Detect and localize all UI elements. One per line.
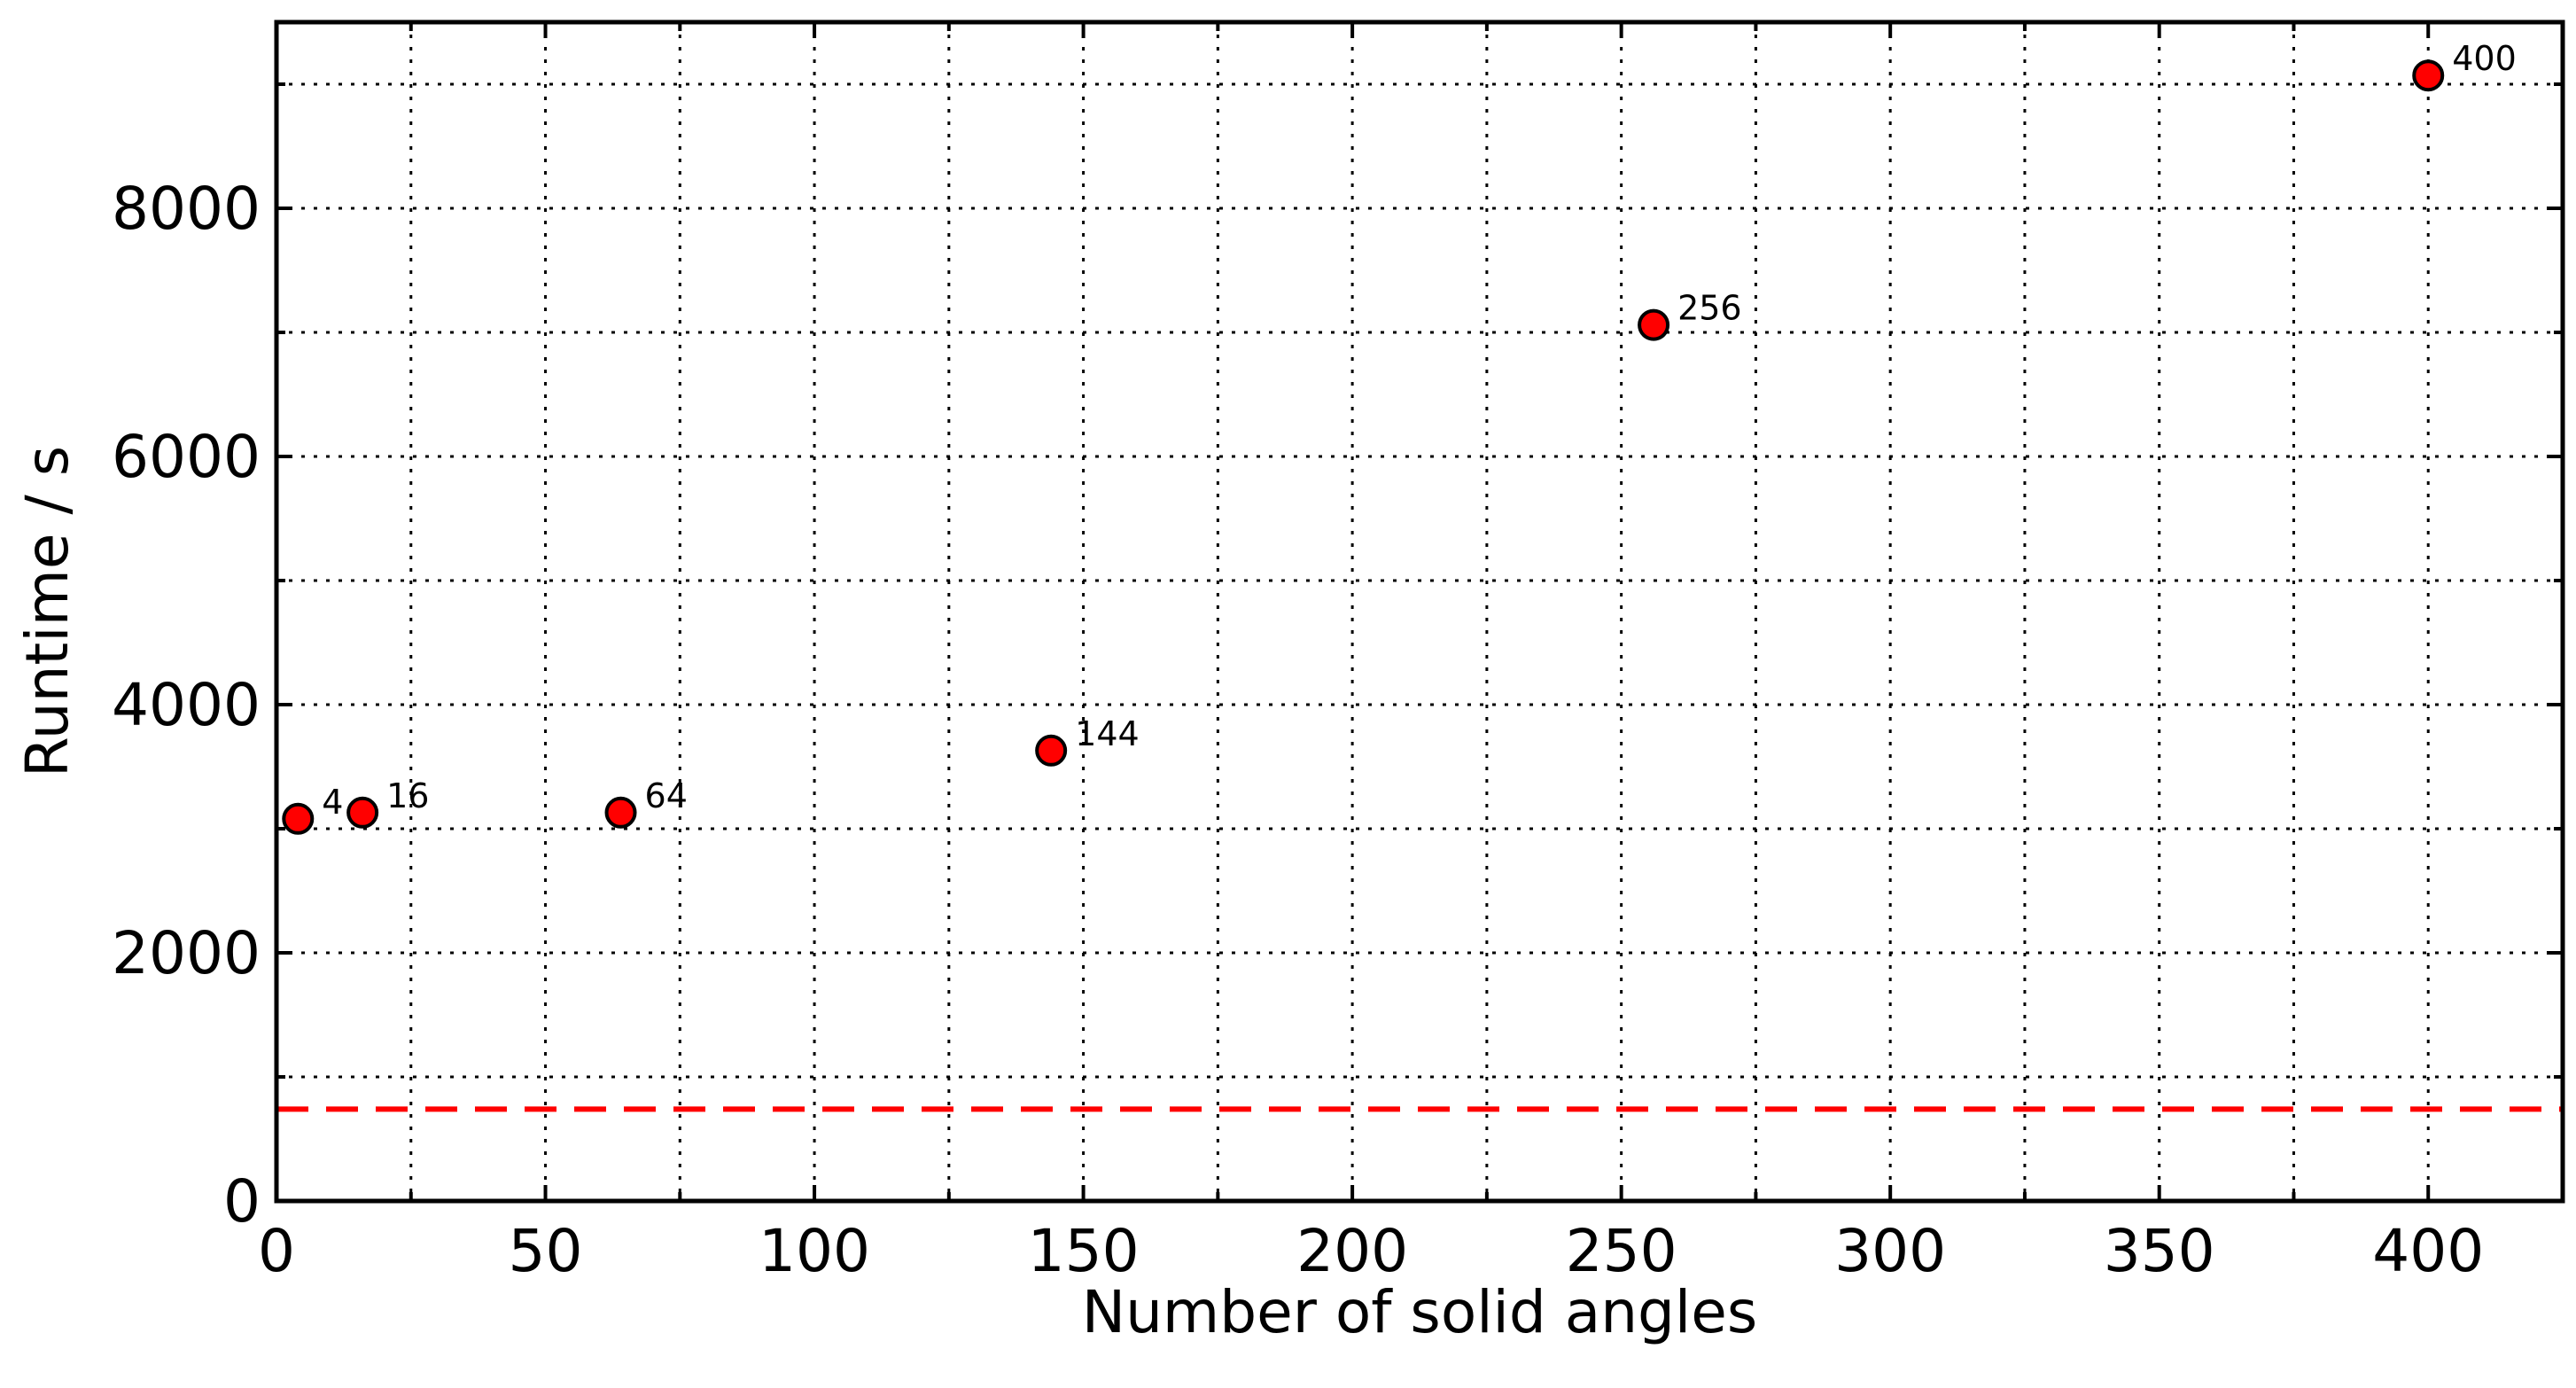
x-tick-label: 400 [2372, 1217, 2484, 1285]
y-tick-label: 6000 [112, 423, 261, 491]
data-point [1638, 308, 1670, 341]
tick-labels: 0 50 100 150 200 250 300 350 4000200040006000800… [112, 175, 2484, 1285]
grid-lines [276, 22, 2563, 1201]
data-point [282, 802, 315, 835]
x-tick-label: 0 [258, 1217, 295, 1285]
data-point-label: 16 [386, 776, 429, 815]
x-tick-label: 150 [1028, 1217, 1140, 1285]
x-tick-label: 350 [2104, 1217, 2215, 1285]
data-point-label: 64 [645, 776, 688, 815]
y-tick-label: 8000 [112, 175, 261, 243]
plot-frame [274, 19, 2565, 1204]
data-point [2412, 59, 2445, 92]
x-tick-label: 100 [759, 1217, 870, 1285]
axis-ticks [276, 22, 2563, 1203]
data-point [604, 796, 637, 829]
data-point-label: 144 [1075, 714, 1140, 753]
x-tick-label: 250 [1566, 1217, 1677, 1285]
data-point [1035, 734, 1068, 767]
y-tick-label: 0 [223, 1167, 261, 1236]
data-point-label: 256 [1677, 289, 1742, 328]
data-point-label: 4 [322, 783, 343, 822]
x-axis-title: Number of solid angles [1082, 1278, 1758, 1346]
data-point [346, 796, 379, 829]
data-point-label: 400 [2452, 39, 2517, 78]
y-tick-label: 4000 [112, 671, 261, 739]
x-tick-label: 50 [509, 1217, 583, 1285]
y-axis-title: Runtime / s [13, 446, 82, 777]
x-tick-label: 200 [1296, 1217, 1408, 1285]
y-tick-label: 2000 [112, 919, 261, 987]
data-points: 4 16 64 144 256 400 [282, 39, 2517, 835]
x-tick-label: 300 [1834, 1217, 1946, 1285]
